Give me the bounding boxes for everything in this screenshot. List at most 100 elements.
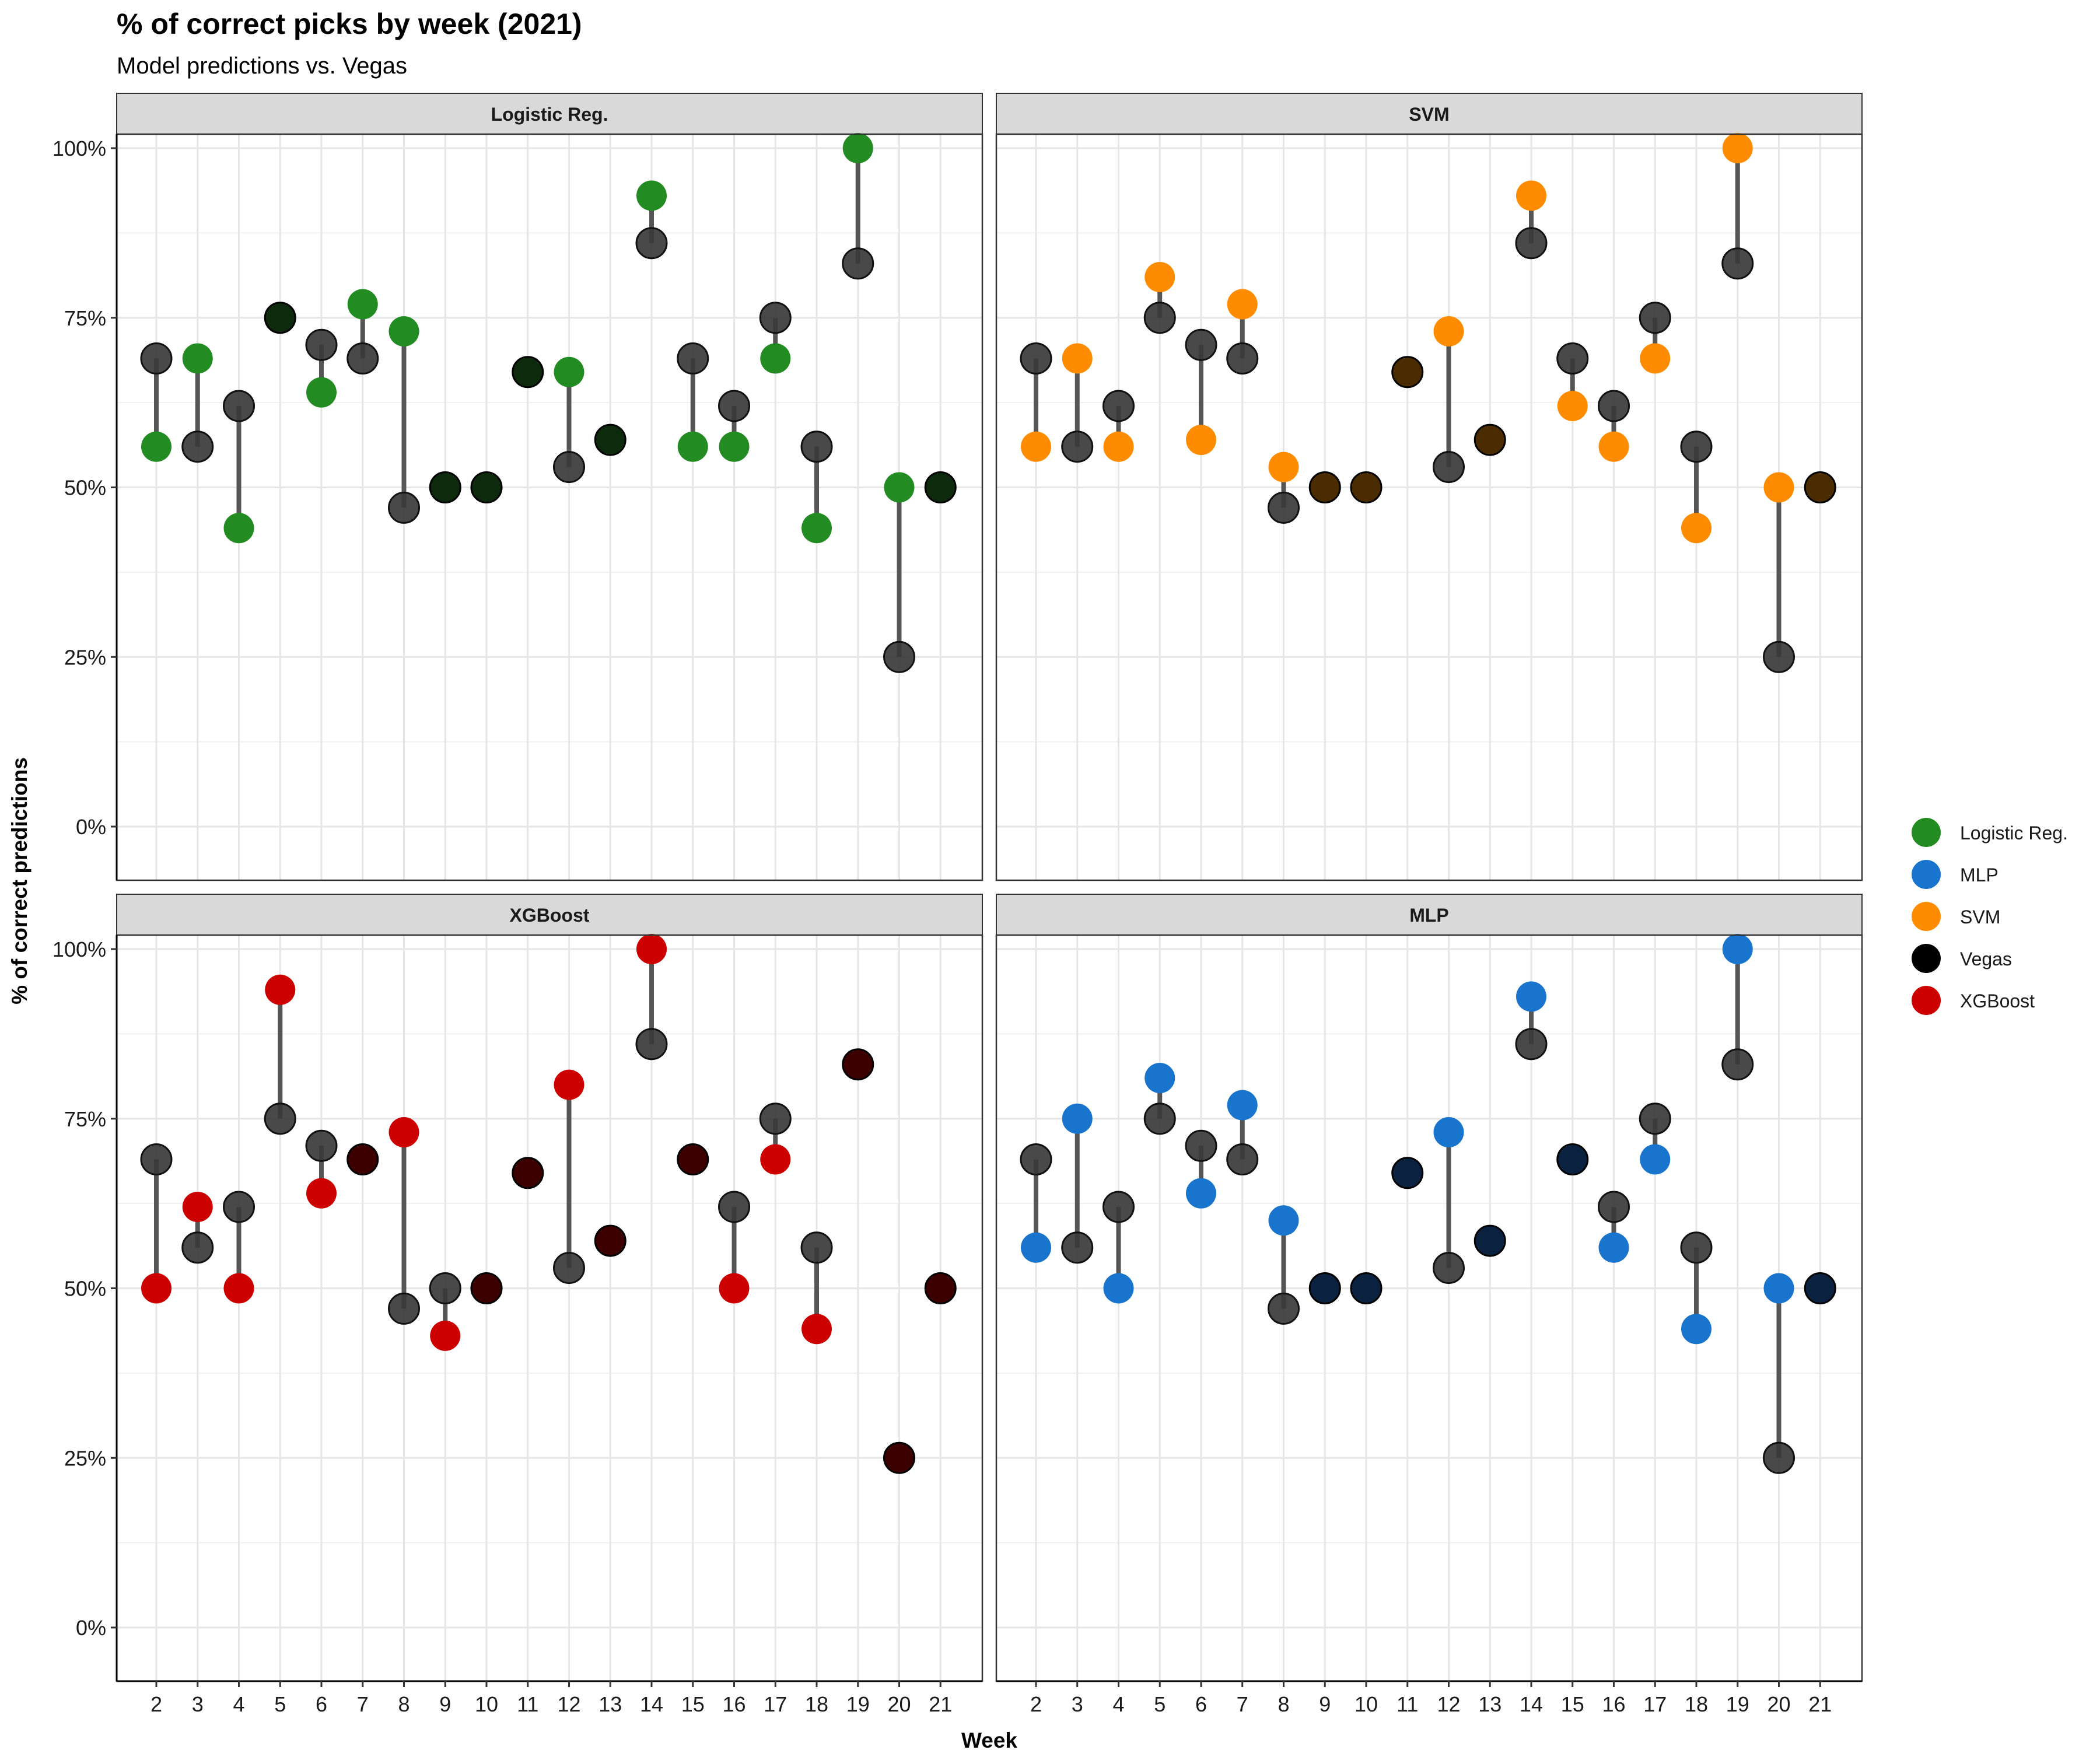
tie-point: [1474, 424, 1506, 456]
y-tick-label: 50%: [64, 476, 106, 500]
tie-point: [1391, 1157, 1424, 1189]
model-point: [1021, 1232, 1051, 1263]
model-point: [1722, 934, 1753, 964]
vegas-point: [1639, 302, 1671, 334]
vegas-point: [635, 1028, 668, 1060]
model-point: [1021, 431, 1051, 462]
vegas-point: [1680, 430, 1713, 463]
model-point: [306, 377, 337, 408]
model-point: [842, 133, 873, 163]
model-point: [1640, 343, 1671, 374]
x-axis-label: Week: [961, 1728, 1017, 1750]
model-point: [1640, 1144, 1671, 1175]
legend-label: XGBoost: [1960, 991, 2035, 1012]
vegas-point: [1143, 1102, 1176, 1135]
vegas-point: [1515, 1028, 1548, 1060]
model-point: [1433, 1117, 1464, 1148]
model-point: [760, 343, 791, 374]
y-tick-label: 0%: [76, 815, 106, 839]
vegas-point: [842, 247, 874, 280]
y-tick-label: 25%: [64, 1446, 106, 1470]
model-point: [1062, 343, 1093, 374]
x-tick-label: 13: [598, 1692, 622, 1716]
tie-point: [1350, 1272, 1382, 1304]
x-tick-label: 12: [557, 1692, 580, 1716]
facet-strip-label: XGBoost: [510, 905, 590, 926]
facet-strip: [116, 93, 983, 135]
legend-item: Logistic Reg.: [1912, 818, 2068, 847]
vegas-point: [718, 390, 750, 422]
facet-panels: Logistic Reg. 0% 25% 50% 75% 100% SVM XGBoost 0%…: [52, 93, 1863, 1716]
facet-strip: [116, 894, 983, 936]
x-tick-label: 11: [1396, 1692, 1418, 1716]
tie-point: [883, 1441, 915, 1474]
tie-point: [1350, 471, 1382, 503]
x-tick-label: 14: [1520, 1692, 1543, 1716]
vegas-point: [1061, 430, 1094, 463]
vegas-point: [1268, 491, 1300, 524]
vegas-point: [677, 342, 709, 375]
panel-border: [995, 133, 1863, 881]
vegas-point: [140, 342, 173, 375]
x-tick-label: 13: [1478, 1692, 1502, 1716]
vegas-point: [800, 430, 833, 463]
model-point: [1681, 1314, 1712, 1345]
tie-point: [1474, 1224, 1506, 1257]
x-tick-label: 3: [1072, 1692, 1083, 1716]
x-tick-label: 16: [1602, 1692, 1625, 1716]
vegas-point: [264, 1102, 296, 1135]
tie-point: [1804, 1272, 1836, 1304]
x-tick-label: 18: [805, 1692, 828, 1716]
x-tick-label: 7: [1237, 1692, 1248, 1716]
tie-point: [1391, 356, 1424, 388]
tie-point: [470, 1272, 503, 1304]
vegas-point: [1185, 328, 1217, 361]
legend: Logistic Reg. MLP SVM Vegas XGBoost: [1912, 818, 2068, 1015]
vegas-point: [759, 302, 792, 334]
vegas-point: [1020, 1143, 1052, 1176]
vegas-point: [223, 1191, 255, 1223]
tie-point: [594, 1224, 626, 1257]
x-tick-label: 19: [1726, 1692, 1749, 1716]
tie-point: [677, 1143, 709, 1176]
tie-point: [512, 356, 544, 388]
x-tick-label: 11: [517, 1692, 538, 1716]
vegas-point: [1226, 1143, 1259, 1176]
vegas-point: [1763, 1441, 1795, 1474]
model-point: [306, 1178, 337, 1209]
vegas-point: [1721, 1048, 1754, 1081]
x-tick-label: 21: [1808, 1692, 1832, 1716]
y-axis-label: % of correct predictions: [8, 757, 32, 1005]
vegas-point: [1061, 1231, 1094, 1264]
y-tick-label: 75%: [64, 306, 106, 330]
vegas-point: [388, 491, 420, 524]
model-point: [1516, 981, 1546, 1012]
y-tick-label: 25%: [64, 645, 106, 669]
vegas-point: [1598, 1191, 1630, 1223]
vegas-point: [1680, 1231, 1713, 1264]
model-point: [1103, 1273, 1134, 1304]
tie-point: [924, 1272, 957, 1304]
vegas-point: [1433, 1252, 1465, 1284]
vegas-point: [181, 1231, 214, 1264]
model-point: [719, 1273, 750, 1304]
model-point: [1144, 1062, 1175, 1093]
tie-point: [429, 471, 461, 503]
y-tick-label: 100%: [52, 136, 106, 160]
x-tick-label: 6: [1195, 1692, 1207, 1716]
vegas-point: [1639, 1102, 1671, 1135]
x-tick-label: 14: [640, 1692, 663, 1716]
x-tick-label: 8: [398, 1692, 410, 1716]
vegas-point: [553, 1252, 585, 1284]
vegas-point: [1102, 390, 1135, 422]
vegas-point: [800, 1231, 833, 1264]
chart-title: % of correct picks by week (2021): [117, 8, 582, 40]
x-tick-label: 2: [1030, 1692, 1042, 1716]
facet-panel-3: XGBoost 0% 25% 50% 75% 100% 2 3 4 5 6 7 8 9 10 11 12 13 14…: [52, 894, 984, 1716]
vegas-point: [305, 1129, 338, 1162]
tie-point: [346, 1143, 379, 1176]
legend-label: Vegas: [1960, 949, 2012, 970]
model-point: [554, 356, 584, 387]
x-tick-label: 7: [357, 1692, 369, 1716]
